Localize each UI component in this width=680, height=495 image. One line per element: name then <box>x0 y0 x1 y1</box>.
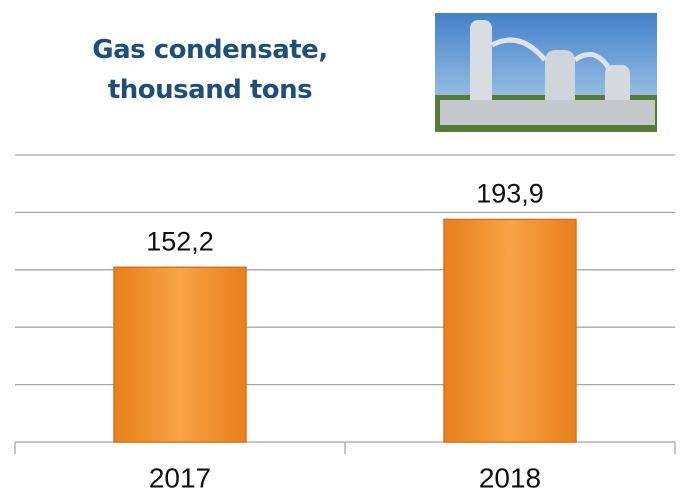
bar <box>443 218 577 443</box>
data-label: 193,9 <box>476 179 544 209</box>
data-label: 152,2 <box>146 226 214 256</box>
bar <box>113 266 247 443</box>
x-tick-label: 2018 <box>479 462 541 493</box>
x-tick-label: 2017 <box>149 462 211 493</box>
chart-title: Gas condensate, thousand tons <box>92 35 328 105</box>
photo <box>429 7 663 138</box>
